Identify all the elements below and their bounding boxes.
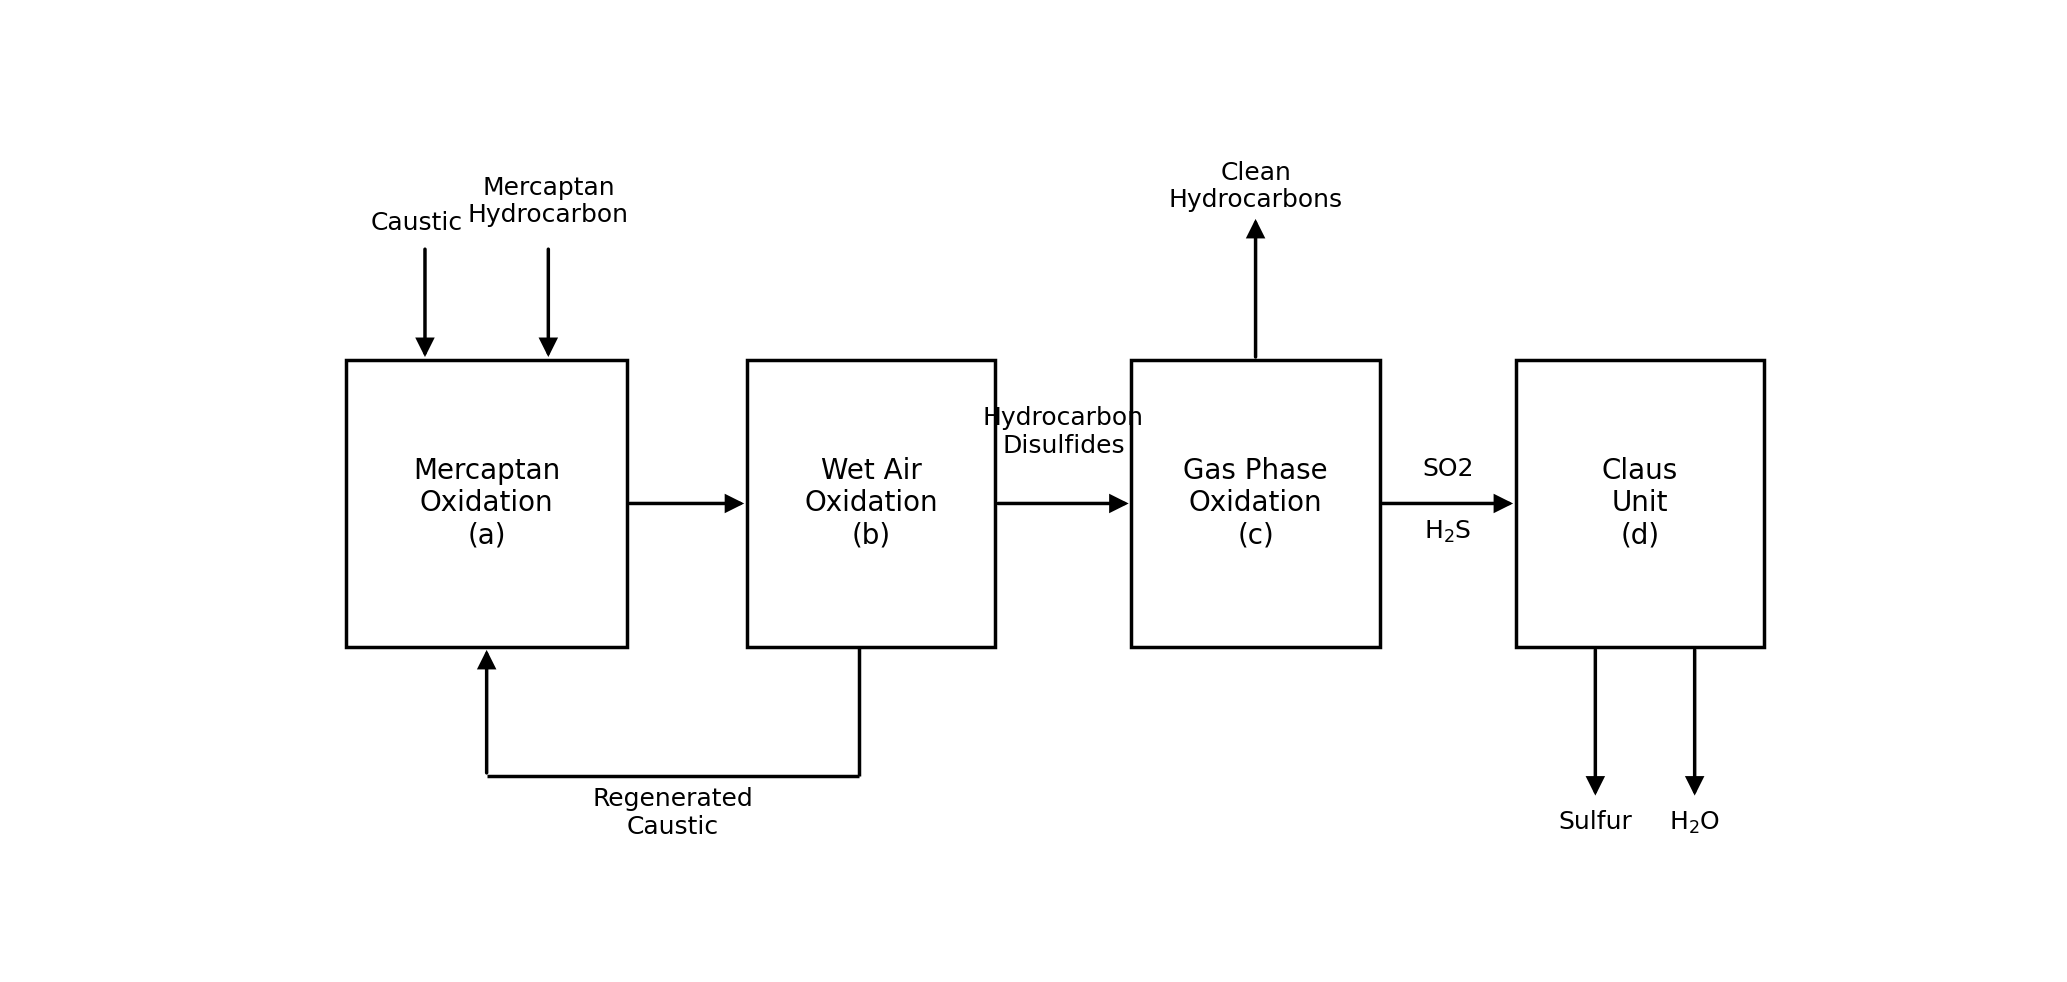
- Bar: [1131, 359, 1381, 647]
- Bar: [746, 359, 996, 647]
- Bar: [347, 359, 626, 647]
- Text: Caustic: Caustic: [370, 211, 463, 235]
- Text: H$_2$S: H$_2$S: [1424, 518, 1472, 545]
- Text: Sulfur: Sulfur: [1559, 810, 1633, 834]
- Text: H$_2$O: H$_2$O: [1668, 810, 1720, 836]
- Text: Mercaptan
Hydrocarbon: Mercaptan Hydrocarbon: [467, 176, 628, 228]
- Text: Regenerated
Caustic: Regenerated Caustic: [593, 787, 752, 839]
- Text: Wet Air
Oxidation
(b): Wet Air Oxidation (b): [804, 457, 938, 550]
- Text: Mercaptan
Oxidation
(a): Mercaptan Oxidation (a): [413, 457, 560, 550]
- Text: Claus
Unit
(d): Claus Unit (d): [1602, 457, 1678, 550]
- Text: Clean
Hydrocarbons: Clean Hydrocarbons: [1168, 161, 1344, 212]
- Text: Gas Phase
Oxidation
(c): Gas Phase Oxidation (c): [1182, 457, 1327, 550]
- Text: SO2: SO2: [1422, 457, 1474, 481]
- Text: Hydrocarbon
Disulfides: Hydrocarbon Disulfides: [982, 407, 1143, 459]
- Bar: [1515, 359, 1765, 647]
